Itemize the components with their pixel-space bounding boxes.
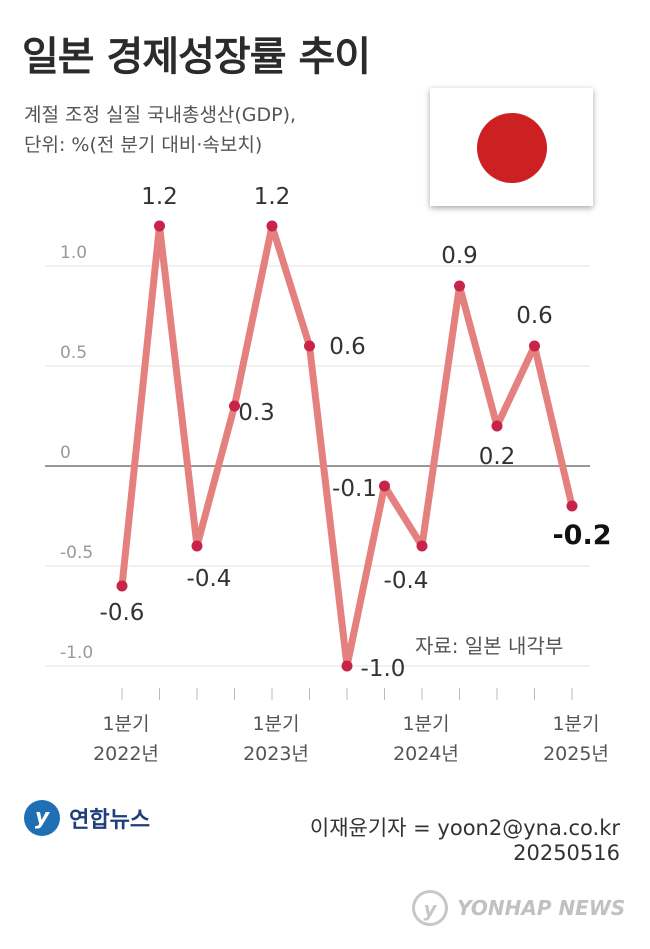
x-tick-label-year: 2025년 <box>543 743 609 765</box>
x-tick-label-quarter: 1분기 <box>552 713 599 735</box>
data-point <box>454 280 465 292</box>
data-value-label: -0.4 <box>384 568 429 594</box>
data-point <box>229 400 240 412</box>
data-value-label: 1.2 <box>141 184 178 210</box>
axis-layer: 1.0 0.5 0 -0.5 -1.0 1분기 2022년 1분기 2023년 1분기 2024년 1… <box>60 243 609 765</box>
data-value-label: -0.4 <box>187 566 232 592</box>
watermark-text: YONHAP NEWS <box>457 896 626 920</box>
point-layer <box>116 220 578 672</box>
y-tick-label: 0 <box>60 443 71 463</box>
label-layer: -0.6 1.2 -0.4 0.3 1.2 0.6 -1.0 -0.1 -0.4 0.9 0.2 0.… <box>100 184 612 682</box>
chart-title: 일본 경제성장률 추이 <box>22 34 371 80</box>
watermark-logo-icon: y <box>412 890 448 926</box>
data-value-label: 0.2 <box>479 444 516 470</box>
data-point <box>304 340 315 352</box>
x-tick-label-quarter: 1분기 <box>402 713 449 735</box>
x-tick-label-quarter: 1분기 <box>252 713 299 735</box>
x-tick-label-quarter: 1분기 <box>102 713 149 735</box>
yonhap-logo-icon: y <box>24 800 60 836</box>
agency-name: 연합뉴스 <box>69 808 151 833</box>
data-point <box>491 420 503 432</box>
x-tick-label-year: 2023년 <box>243 743 309 765</box>
data-point <box>566 500 578 512</box>
data-value-label: -0.1 <box>332 476 377 502</box>
data-point <box>154 220 165 232</box>
y-tick-label: 0.5 <box>60 343 87 363</box>
agency-logo: y 연합뉴스 <box>24 800 150 844</box>
y-tick-label: -1.0 <box>60 643 93 663</box>
x-tick-label-year: 2022년 <box>93 743 159 765</box>
data-value-label: 0.6 <box>329 334 366 360</box>
data-value-label: 1.2 <box>254 184 291 210</box>
data-point <box>416 540 428 552</box>
data-point <box>529 340 540 352</box>
data-value-label: 0.6 <box>516 303 553 329</box>
flag-sun-disc <box>477 113 547 183</box>
data-value-label: 0.9 <box>441 243 478 269</box>
data-value-label: -0.6 <box>100 600 145 626</box>
data-point <box>266 220 278 232</box>
data-point <box>191 540 203 552</box>
data-source: 자료: 일본 내각부 <box>415 634 564 658</box>
japan-flag-icon <box>430 88 593 206</box>
x-tick-label-year: 2024년 <box>393 743 459 765</box>
publish-date: 20250516 <box>513 841 620 865</box>
data-value-label: 0.3 <box>238 400 275 426</box>
chart-subtitle-line2: 단위: %(전 분기 대비·속보치) <box>24 134 263 156</box>
chart-subtitle-line1: 계절 조정 실질 국내총생산(GDP), <box>24 104 297 126</box>
data-point <box>116 580 128 592</box>
latest-value-label: -0.2 <box>552 520 611 551</box>
data-point <box>341 660 353 672</box>
reporter-credit: 이재윤기자 = yoon2@yna.co.kr <box>309 816 620 840</box>
watermark: y YONHAP NEWS <box>412 890 625 930</box>
data-point <box>379 480 390 492</box>
y-tick-label: 1.0 <box>60 243 87 263</box>
data-value-label: -1.0 <box>361 656 406 682</box>
y-tick-label: -0.5 <box>60 543 93 563</box>
